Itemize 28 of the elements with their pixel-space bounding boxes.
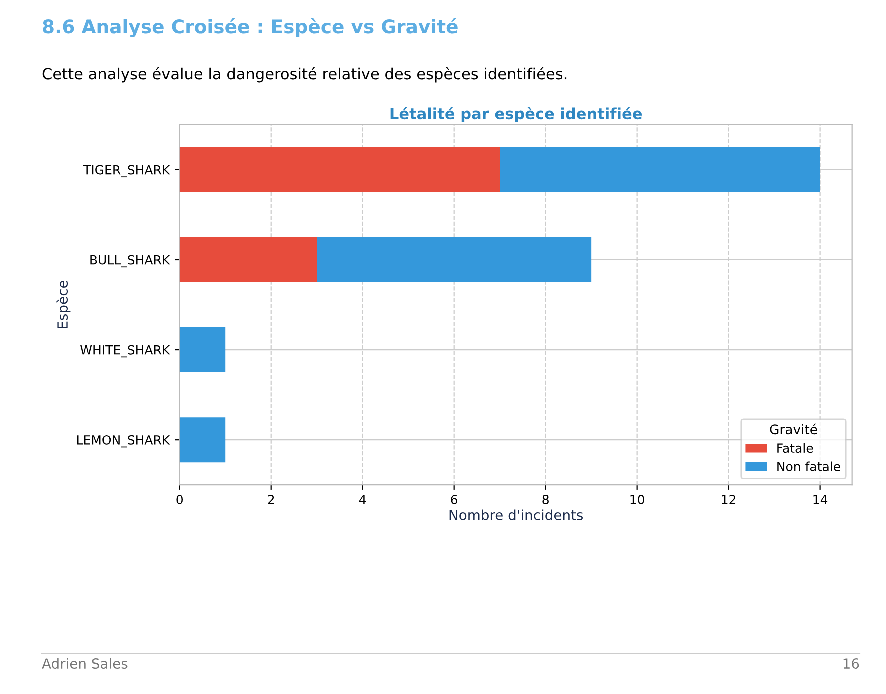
x-tick-label: 8 [542, 495, 549, 505]
x-tick-label: 6 [451, 495, 458, 505]
chart-title: Létalité par espèce identifiée [390, 107, 642, 123]
y-tick-label: WHITE_SHARK [80, 345, 170, 358]
bar [180, 418, 226, 463]
bar [500, 147, 820, 192]
legend-label: Fatale [778, 443, 814, 454]
x-axis-title: Nombre d'incidents [450, 510, 584, 520]
legend-title: Gravité [770, 424, 818, 435]
x-tick-label: 12 [722, 495, 736, 504]
y-tick-label: BULL_SHARK [90, 255, 170, 268]
y-tick-label: LEMON_SHARK [78, 435, 170, 448]
text: 16 [844, 658, 860, 670]
x-tick-label: 2 [268, 495, 274, 504]
bar [317, 237, 592, 282]
text: 8.6 Analyse Croisée : Espèce vs Gravité [43, 18, 458, 38]
bar [180, 147, 500, 192]
x-tick-label: 10 [630, 495, 644, 505]
legend-label: Non fatale [778, 462, 840, 472]
x-tick-label: 0 [176, 495, 184, 505]
x-tick-label: 4 [359, 495, 366, 504]
x-tick-label: 14 [814, 495, 828, 504]
y-axis-title: Espèce [56, 280, 71, 328]
text: Adrien Sales [42, 658, 128, 670]
y-tick-label: TIGER_SHARK [83, 165, 170, 178]
bar [180, 328, 226, 373]
bar [180, 237, 318, 282]
text: Cette analyse évalue la dangerosité relative des espèces identifiées. [42, 67, 567, 83]
